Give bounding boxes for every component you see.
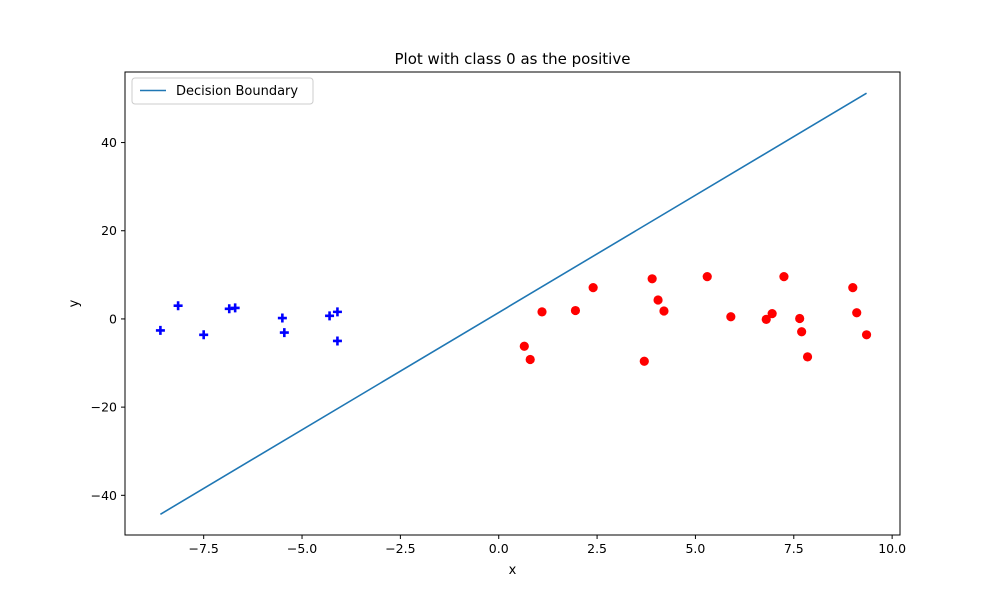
x-axis-label: x — [509, 563, 517, 578]
data-point-circle — [525, 354, 535, 365]
y-tick-label: 20 — [101, 223, 117, 238]
data-point-circle — [852, 308, 862, 318]
data-point-plus — [230, 303, 240, 313]
data-point-plus — [279, 328, 289, 338]
data-point-circle — [761, 314, 771, 324]
y-tick-label: −20 — [91, 400, 117, 415]
data-point-circle — [537, 307, 547, 317]
x-tick-label: 7.5 — [784, 541, 804, 556]
legend: Decision Boundary — [131, 77, 314, 105]
data-point-plus — [332, 307, 342, 317]
data-point-circle — [659, 306, 669, 316]
data-point-circle — [802, 352, 813, 362]
data-point-plus — [325, 311, 335, 321]
data-point-circle — [639, 356, 649, 366]
y-tick-label: −40 — [91, 488, 117, 503]
y-axis-label: y — [67, 299, 82, 307]
data-point-plus — [173, 301, 183, 311]
x-axis: −7.5 −5.0 −2.5 0.0 2.5 5.0 7.5 10.0 — [189, 535, 906, 556]
data-point-circle — [647, 274, 657, 284]
plot-layer — [155, 92, 872, 515]
x-tick-label: 10.0 — [878, 541, 906, 556]
data-point-circle — [767, 309, 777, 319]
x-tick-label: −5.0 — [287, 541, 317, 556]
y-axis: −40 −20 0 20 40 — [91, 135, 125, 503]
x-tick-label: 5.0 — [685, 541, 705, 556]
x-tick-label: 0.0 — [489, 541, 509, 556]
x-tick-label: 2.5 — [587, 541, 607, 556]
legend-box — [131, 77, 314, 105]
data-point-circle — [702, 272, 712, 282]
y-tick-label: 40 — [101, 135, 117, 150]
x-tick-label: −2.5 — [385, 541, 415, 556]
data-point-plus — [332, 336, 342, 346]
data-point-circle — [653, 295, 663, 305]
data-point-circle — [570, 305, 581, 316]
x-tick-label: −7.5 — [189, 541, 219, 556]
chart-title: Plot with class 0 as the positive — [395, 50, 631, 68]
data-point-circle — [861, 330, 872, 340]
data-point-circle — [588, 283, 598, 293]
y-tick-label: 0 — [109, 311, 117, 326]
legend-label: Decision Boundary — [176, 84, 298, 99]
data-point-circle — [726, 312, 736, 322]
axes-frame — [124, 71, 901, 536]
data-point-plus — [199, 330, 209, 340]
data-point-plus — [155, 325, 165, 335]
decision-boundary-line — [159, 92, 867, 515]
data-point-circle — [795, 313, 805, 324]
data-point-circle — [779, 272, 789, 282]
data-point-circle — [519, 341, 529, 351]
data-point-circle — [797, 327, 807, 337]
data-point-plus — [277, 313, 287, 323]
data-point-circle — [848, 283, 858, 293]
